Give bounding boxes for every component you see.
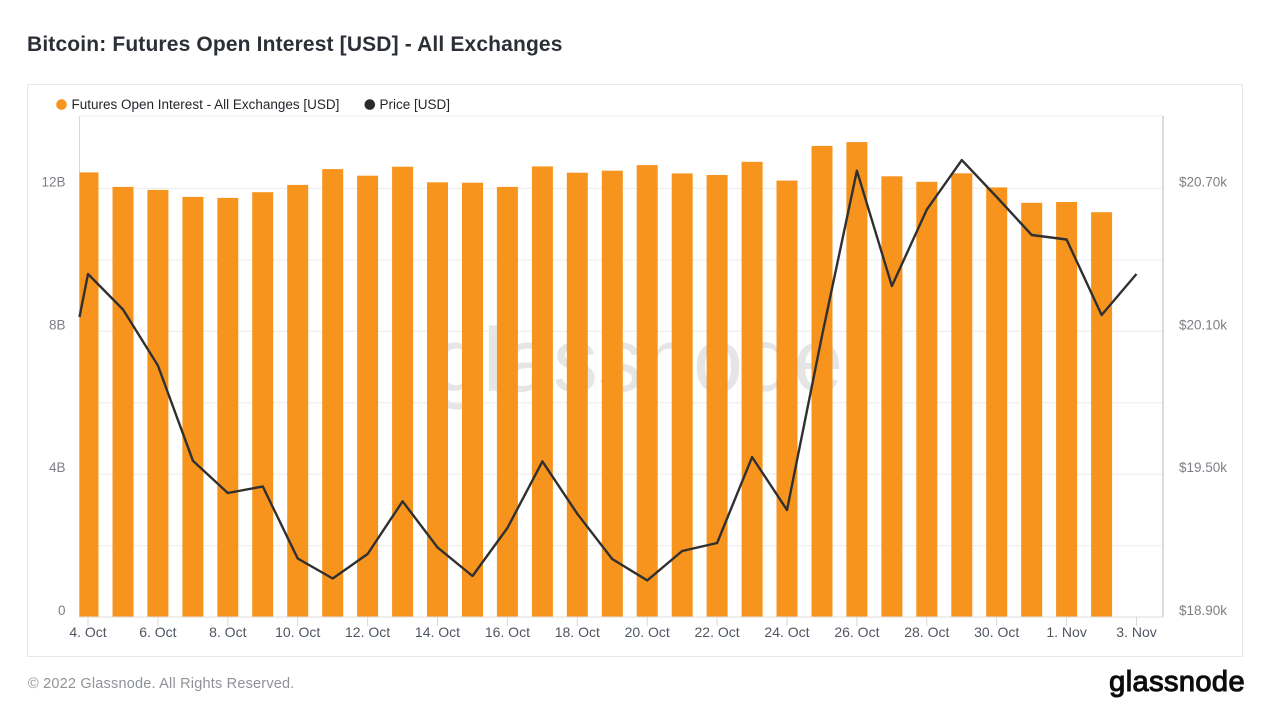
svg-text:10. Oct: 10. Oct xyxy=(275,624,320,640)
svg-text:0: 0 xyxy=(58,603,66,618)
svg-text:$20.70k: $20.70k xyxy=(1179,175,1227,190)
svg-text:22. Oct: 22. Oct xyxy=(695,624,740,640)
svg-text:8B: 8B xyxy=(49,318,66,333)
svg-text:12. Oct: 12. Oct xyxy=(345,624,390,640)
svg-text:4B: 4B xyxy=(49,460,66,475)
svg-text:20. Oct: 20. Oct xyxy=(625,624,670,640)
svg-text:6. Oct: 6. Oct xyxy=(139,624,176,640)
svg-text:28. Oct: 28. Oct xyxy=(904,624,949,640)
svg-text:$20.10k: $20.10k xyxy=(1179,318,1227,333)
svg-text:12B: 12B xyxy=(41,175,65,190)
svg-text:18. Oct: 18. Oct xyxy=(555,624,600,640)
svg-text:1. Nov: 1. Nov xyxy=(1046,624,1086,640)
svg-text:30. Oct: 30. Oct xyxy=(974,624,1019,640)
svg-text:24. Oct: 24. Oct xyxy=(764,624,809,640)
svg-text:$19.50k: $19.50k xyxy=(1179,460,1227,475)
svg-text:Price [USD]: Price [USD] xyxy=(380,97,451,112)
svg-text:Futures Open Interest - All Ex: Futures Open Interest - All Exchanges [U… xyxy=(72,97,340,112)
svg-text:4. Oct: 4. Oct xyxy=(69,624,106,640)
svg-text:$18.90k: $18.90k xyxy=(1179,603,1227,618)
svg-text:16. Oct: 16. Oct xyxy=(485,624,530,640)
svg-text:3. Nov: 3. Nov xyxy=(1116,624,1156,640)
svg-text:26. Oct: 26. Oct xyxy=(834,624,879,640)
svg-text:14. Oct: 14. Oct xyxy=(415,624,460,640)
svg-text:8. Oct: 8. Oct xyxy=(209,624,246,640)
